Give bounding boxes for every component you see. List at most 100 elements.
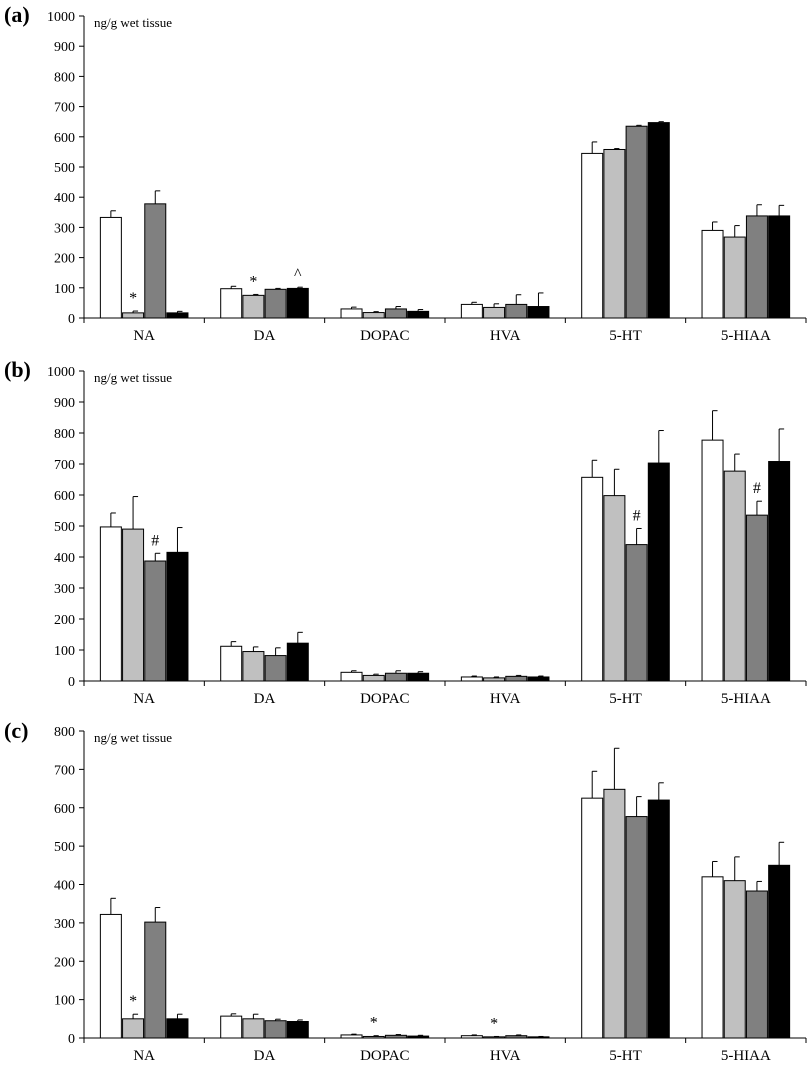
bar	[407, 672, 430, 682]
unit-label: ng/g wet tissue	[94, 15, 172, 30]
bar	[220, 645, 243, 682]
bar	[603, 148, 626, 319]
y-tick-label: 600	[54, 131, 75, 146]
y-tick-label: 100	[54, 282, 75, 297]
x-category-label: DA	[254, 691, 276, 707]
y-tick-label: 200	[54, 955, 75, 970]
significance-mark: *	[129, 993, 137, 1010]
bar	[166, 312, 189, 319]
x-category-label: NA	[133, 328, 155, 344]
x-category-label: DOPAC	[360, 328, 409, 344]
y-tick-label: 1000	[47, 10, 75, 25]
bar	[144, 921, 167, 1039]
y-tick-label: 700	[54, 763, 75, 778]
bar	[581, 797, 604, 1039]
bar	[144, 560, 167, 682]
bar	[723, 880, 746, 1039]
y-tick-label: 0	[68, 1032, 75, 1047]
y-tick-label: 600	[54, 802, 75, 817]
y-tick-label: 800	[54, 725, 75, 740]
significance-mark: *	[490, 1015, 498, 1032]
y-tick-label: 700	[54, 458, 75, 473]
y-tick-label: 100	[54, 994, 75, 1009]
bar	[362, 674, 385, 682]
y-tick-label: 900	[54, 396, 75, 411]
bar	[99, 216, 122, 319]
bar	[122, 528, 145, 682]
x-category-label: DOPAC	[360, 691, 409, 707]
x-category-label: 5-HIAA	[721, 328, 771, 344]
bar	[745, 215, 768, 319]
x-category-label: NA	[133, 1048, 155, 1064]
bar	[264, 1020, 287, 1039]
bar	[647, 122, 670, 319]
bar	[340, 308, 363, 319]
y-tick-label: 400	[54, 191, 75, 206]
bar	[505, 303, 528, 319]
bar	[581, 476, 604, 682]
bar	[505, 675, 528, 682]
y-tick-label: 500	[54, 520, 75, 535]
bar	[407, 1035, 430, 1039]
bar	[723, 470, 746, 682]
bar	[483, 677, 506, 682]
bar	[384, 672, 407, 682]
y-tick-label: 900	[54, 40, 75, 55]
significance-mark: *	[129, 290, 137, 307]
x-category-label: HVA	[490, 1048, 521, 1064]
chart-panel-1: (b) ng/g wet tissue 0 100 200 300 400 500 600 700…	[4, 357, 807, 707]
bar	[745, 890, 768, 1039]
y-tick-label: 1000	[47, 365, 75, 380]
y-tick-label: 500	[54, 161, 75, 176]
x-category-label: DOPAC	[360, 1048, 409, 1064]
bar	[286, 642, 309, 682]
significance-mark: #	[151, 532, 159, 549]
bar	[647, 799, 670, 1039]
unit-label: ng/g wet tissue	[94, 730, 172, 745]
bar	[625, 544, 648, 682]
x-category-label: 5-HT	[609, 691, 642, 707]
y-tick-label: 500	[54, 840, 75, 855]
bar	[647, 462, 670, 682]
bar	[340, 1034, 363, 1039]
bar	[603, 495, 626, 682]
y-tick-label: 800	[54, 427, 75, 442]
y-tick-label: 0	[68, 675, 75, 690]
bar	[745, 514, 768, 682]
y-tick-label: 200	[54, 252, 75, 267]
x-category-label: DA	[254, 328, 276, 344]
bar	[460, 1035, 483, 1039]
bar	[122, 1018, 145, 1039]
bar	[220, 1015, 243, 1039]
bar	[264, 655, 287, 682]
bar	[527, 676, 550, 682]
x-category-label: DA	[254, 1048, 276, 1064]
y-tick-label: 100	[54, 644, 75, 659]
y-tick-label: 300	[54, 917, 75, 932]
bar	[144, 203, 167, 319]
bar	[701, 229, 724, 319]
bar	[527, 1036, 550, 1039]
unit-label: ng/g wet tissue	[94, 370, 172, 385]
bar	[625, 125, 648, 319]
bar	[483, 1036, 506, 1039]
y-tick-label: 800	[54, 70, 75, 85]
bar	[527, 306, 550, 319]
significance-mark: #	[633, 507, 641, 524]
y-tick-label: 400	[54, 879, 75, 894]
bar	[99, 913, 122, 1039]
bar	[99, 526, 122, 682]
x-category-label: 5-HT	[609, 1048, 642, 1064]
bar	[286, 1020, 309, 1039]
y-tick-label: 0	[68, 312, 75, 327]
y-tick-label: 400	[54, 551, 75, 566]
bar	[362, 312, 385, 319]
bar	[768, 461, 791, 682]
bar	[122, 312, 145, 319]
chart-panel-2: (c) ng/g wet tissue 0 100 200 300 400 500 600 700…	[4, 718, 807, 1064]
x-category-label: 5-HIAA	[721, 691, 771, 707]
x-category-label: NA	[133, 691, 155, 707]
significance-mark: *	[370, 1015, 378, 1032]
significance-mark: ^	[294, 266, 302, 283]
